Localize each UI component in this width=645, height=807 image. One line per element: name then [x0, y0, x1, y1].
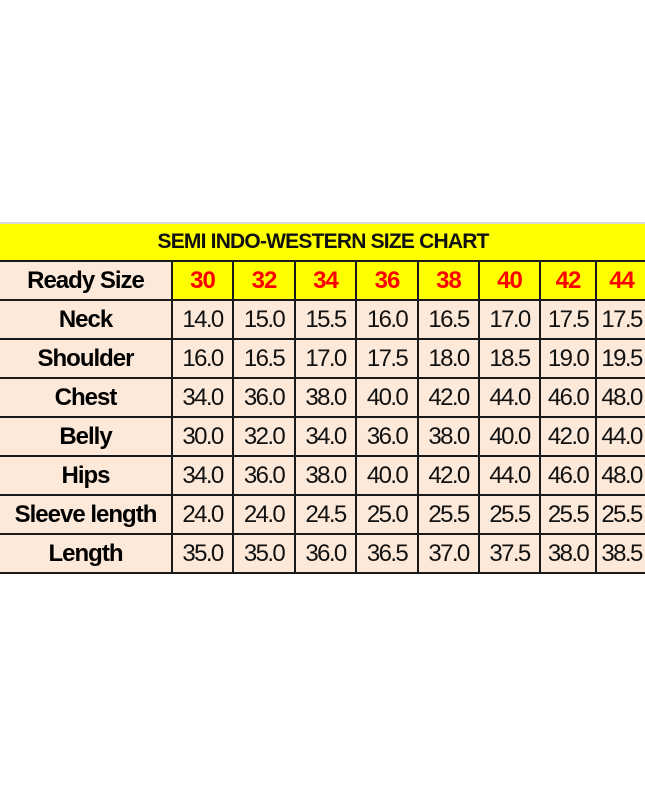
measurement-cell: 24.0: [232, 494, 296, 535]
row-label: Belly: [0, 416, 173, 457]
measurement-cell: 40.0: [478, 416, 541, 457]
measurement-cell: 34.0: [171, 377, 234, 418]
chart-title: SEMI INDO-WESTERN SIZE CHART: [0, 224, 645, 262]
measurement-cell: 18.0: [417, 338, 480, 379]
measurement-cell: 38.0: [294, 455, 357, 496]
measurement-cell: 35.0: [171, 533, 234, 574]
measurement-cell: 48.0: [594, 377, 645, 418]
size-header: 44: [594, 260, 645, 301]
size-header: 38: [417, 260, 480, 301]
measurement-cell: 25.5: [417, 494, 480, 535]
measurement-cell: 18.5: [478, 338, 541, 379]
table-row: Neck 14.0 15.0 15.5 16.0 16.5 17.0 17.5 17.5: [0, 299, 645, 340]
size-header: 32: [232, 260, 296, 301]
measurement-cell: 40.0: [355, 377, 419, 418]
measurement-cell: 17.5: [594, 299, 645, 340]
measurement-cell: 16.0: [355, 299, 419, 340]
measurement-cell: 36.0: [232, 377, 296, 418]
measurement-cell: 46.0: [539, 377, 597, 418]
measurement-cell: 24.5: [294, 494, 357, 535]
measurement-cell: 36.0: [355, 416, 419, 457]
row-label: Shoulder: [0, 338, 173, 379]
measurement-cell: 44.0: [594, 416, 645, 457]
measurement-cell: 38.0: [539, 533, 597, 574]
measurement-cell: 38.0: [417, 416, 480, 457]
top-divider: [0, 222, 645, 224]
measurement-cell: 24.0: [171, 494, 234, 535]
measurement-cell: 15.0: [232, 299, 296, 340]
measurement-cell: 25.0: [355, 494, 419, 535]
measurement-cell: 17.0: [294, 338, 357, 379]
size-header: 42: [539, 260, 597, 301]
measurement-cell: 46.0: [539, 455, 597, 496]
measurement-cell: 44.0: [478, 455, 541, 496]
measurement-cell: 16.0: [171, 338, 234, 379]
measurement-cell: 48.0: [594, 455, 645, 496]
size-chart-table: SEMI INDO-WESTERN SIZE CHART Ready Size …: [0, 224, 645, 574]
table-row: Hips 34.0 36.0 38.0 40.0 42.0 44.0 46.0 48.0: [0, 455, 645, 496]
table-row: Length 35.0 35.0 36.0 36.5 37.0 37.5 38.0 38.5: [0, 533, 645, 574]
measurement-cell: 42.0: [539, 416, 597, 457]
row-label: Sleeve length: [0, 494, 173, 535]
measurement-cell: 14.0: [171, 299, 234, 340]
measurement-cell: 25.5: [594, 494, 645, 535]
size-header: 36: [355, 260, 419, 301]
measurement-cell: 16.5: [417, 299, 480, 340]
measurement-cell: 42.0: [417, 377, 480, 418]
measurement-cell: 19.5: [594, 338, 645, 379]
measurement-cell: 16.5: [232, 338, 296, 379]
measurement-cell: 42.0: [417, 455, 480, 496]
row-label: Length: [0, 533, 173, 574]
measurement-cell: 38.0: [294, 377, 357, 418]
measurement-cell: 40.0: [355, 455, 419, 496]
measurement-cell: 32.0: [232, 416, 296, 457]
measurement-cell: 25.5: [478, 494, 541, 535]
row-label: Chest: [0, 377, 173, 418]
measurement-cell: 15.5: [294, 299, 357, 340]
table-row: Belly 30.0 32.0 34.0 36.0 38.0 40.0 42.0 44.0: [0, 416, 645, 457]
measurement-cell: 17.5: [539, 299, 597, 340]
measurement-cell: 37.5: [478, 533, 541, 574]
size-header: 30: [171, 260, 234, 301]
table-row: Sleeve length 24.0 24.0 24.5 25.0 25.5 25.5 25.…: [0, 494, 645, 535]
measurement-cell: 34.0: [171, 455, 234, 496]
measurement-cell: 17.0: [478, 299, 541, 340]
measurement-cell: 36.5: [355, 533, 419, 574]
measurement-cell: 37.0: [417, 533, 480, 574]
table-row: Shoulder 16.0 16.5 17.0 17.5 18.0 18.5 19.0 19.5: [0, 338, 645, 379]
header-label: Ready Size: [0, 260, 173, 301]
size-header: 40: [478, 260, 541, 301]
measurement-cell: 34.0: [294, 416, 357, 457]
measurement-cell: 36.0: [294, 533, 357, 574]
size-header: 34: [294, 260, 357, 301]
measurement-cell: 44.0: [478, 377, 541, 418]
measurement-cell: 36.0: [232, 455, 296, 496]
table-row: Chest 34.0 36.0 38.0 40.0 42.0 44.0 46.0 48.0: [0, 377, 645, 418]
row-label: Neck: [0, 299, 173, 340]
measurement-cell: 30.0: [171, 416, 234, 457]
measurement-cell: 25.5: [539, 494, 597, 535]
measurement-cell: 35.0: [232, 533, 296, 574]
measurement-cell: 19.0: [539, 338, 597, 379]
row-label: Hips: [0, 455, 173, 496]
measurement-cell: 38.5: [594, 533, 645, 574]
measurement-cell: 17.5: [355, 338, 419, 379]
